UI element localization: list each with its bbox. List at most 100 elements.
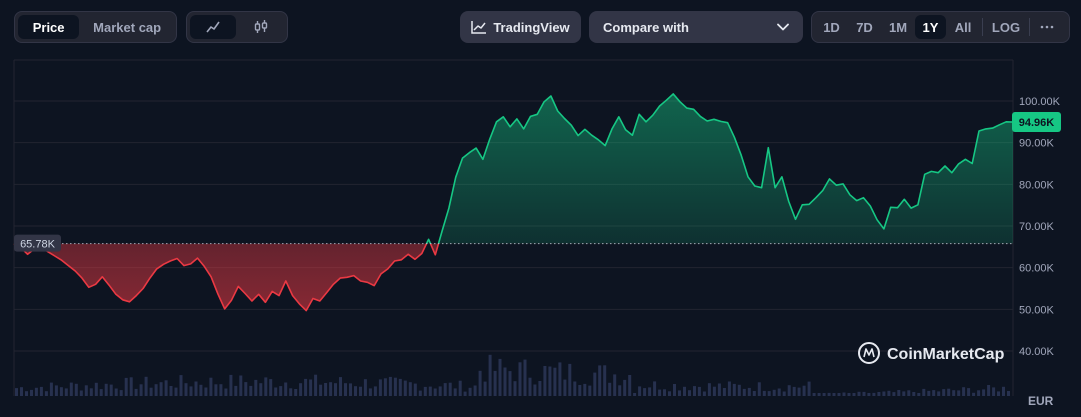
more-divider <box>1029 18 1030 36</box>
chart-type-toggle <box>186 11 288 43</box>
volume-bar <box>59 387 63 396</box>
volume-bar <box>892 392 896 396</box>
volume-bar <box>942 389 946 396</box>
price-line-up <box>14 93 1014 244</box>
volume-bar <box>912 392 916 396</box>
range-7d[interactable]: 7D <box>856 19 873 35</box>
more-options-button[interactable] <box>1032 15 1062 39</box>
range-1y[interactable]: 1Y <box>915 15 946 39</box>
volume-bar <box>917 393 921 396</box>
volume-bar <box>349 383 352 396</box>
volume-bar <box>259 383 263 396</box>
coinmarketcap-watermark: CoinMarketCap <box>858 342 1005 364</box>
volume-bar <box>463 391 467 396</box>
volume-bar <box>673 384 676 396</box>
watermark-text: CoinMarketCap <box>887 346 1005 363</box>
volume-bar <box>812 393 816 396</box>
volume-bar <box>294 389 298 396</box>
candlestick-button[interactable] <box>238 15 284 39</box>
volume-bar <box>368 388 372 396</box>
volume-bar <box>957 390 961 396</box>
volume-bar <box>543 366 547 396</box>
metric-toggle: Price Market cap <box>14 11 177 43</box>
compare-with-select[interactable]: Compare with <box>589 11 803 43</box>
volume-bar <box>30 389 33 396</box>
volume-bar <box>947 388 951 396</box>
volume-bar <box>578 385 582 396</box>
volume-bar <box>129 377 133 396</box>
volume-bar <box>20 387 23 396</box>
volume-bar <box>413 383 417 396</box>
volume-bar <box>354 386 357 396</box>
volume-bar <box>289 388 293 396</box>
volume-bar <box>747 387 751 396</box>
range-all[interactable]: All <box>954 19 972 35</box>
range-divider <box>982 18 983 36</box>
volume-bar <box>428 386 432 396</box>
volume-bar <box>832 393 836 396</box>
volume-bar <box>49 382 53 396</box>
volume-bar <box>787 385 791 396</box>
range-1m[interactable]: 1M <box>888 19 908 35</box>
tradingview-button[interactable]: TradingView <box>460 11 581 43</box>
y-tick-label: 100.00K <box>1019 96 1061 108</box>
volume-bar <box>433 388 437 396</box>
volume-bar <box>119 390 123 396</box>
volume-bar <box>1002 386 1005 396</box>
volume-bar <box>683 386 686 396</box>
volume-bar <box>807 381 811 396</box>
volume-bar <box>304 378 308 396</box>
volume-bar <box>134 388 138 396</box>
volume-bar <box>558 362 562 396</box>
price-tab[interactable]: Price <box>18 15 80 39</box>
volume-bar <box>528 377 532 396</box>
volume-bar <box>104 383 108 396</box>
volume-bar <box>767 391 771 396</box>
current-price-text: 94.96K <box>1019 117 1055 129</box>
y-tick-label: 50.00K <box>1019 304 1055 316</box>
market-cap-tab[interactable]: Market cap <box>93 19 162 35</box>
volume-bar <box>508 371 512 396</box>
volume-bar <box>802 385 806 396</box>
line-chart-button[interactable] <box>190 15 236 39</box>
volume-bar <box>902 391 906 396</box>
volume-bar <box>15 388 18 396</box>
chart-toolbar: Price Market cap TradingView Compare wit… <box>0 0 1081 56</box>
volume-bar <box>573 381 577 396</box>
volume-bar <box>697 386 701 396</box>
volume-bar <box>204 387 208 396</box>
volume-bar <box>74 383 78 396</box>
volume-bar <box>867 393 871 396</box>
volume-bar <box>668 391 671 396</box>
volume-bar <box>403 380 407 396</box>
volume-bar <box>877 392 881 396</box>
volume-bar <box>329 382 333 396</box>
volume-bar <box>643 388 647 396</box>
log-scale-button[interactable]: LOG <box>991 19 1021 35</box>
volume-bar <box>279 386 283 396</box>
volume-bar <box>653 381 657 396</box>
volume-bar <box>473 385 477 396</box>
volume-bar <box>583 383 587 396</box>
volume-bar <box>249 385 253 396</box>
volume-bar <box>827 392 831 396</box>
volume-bar <box>997 391 1000 396</box>
volume-bar <box>593 372 597 396</box>
price-chart[interactable]: 40.00K 50.00K 60.00K 70.00K 80.00K 90.00K 100.… <box>0 56 1081 412</box>
volume-bar <box>982 389 986 396</box>
volume-bar <box>792 386 796 396</box>
volume-bar <box>34 387 38 396</box>
range-1d[interactable]: 1D <box>823 19 840 35</box>
y-tick-label: 60.00K <box>1019 263 1055 275</box>
volume-bar <box>1007 391 1010 396</box>
volume-bar <box>299 383 303 396</box>
volume-bar <box>972 392 976 396</box>
volume-bar <box>712 386 716 396</box>
y-tick-label: 90.00K <box>1019 138 1055 150</box>
volume-bar <box>179 375 183 396</box>
candlestick-icon <box>254 20 268 33</box>
volume-bar <box>992 387 996 396</box>
volume-bar <box>742 388 746 396</box>
volume-bar <box>174 387 178 396</box>
volume-bar <box>752 391 756 396</box>
